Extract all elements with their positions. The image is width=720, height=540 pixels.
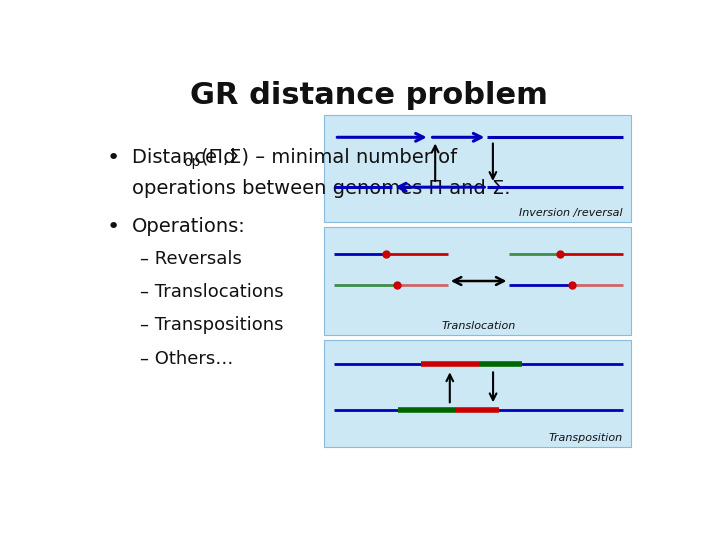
Bar: [324, 340, 631, 447]
Text: (Π,Σ) – minimal number of: (Π,Σ) – minimal number of: [201, 148, 457, 167]
Text: Transposition: Transposition: [549, 433, 623, 443]
Text: op: op: [183, 156, 201, 170]
Text: Operations:: Operations:: [132, 217, 246, 235]
Bar: [324, 227, 631, 335]
Text: – Transpositions: – Transpositions: [140, 316, 284, 334]
Text: •: •: [107, 148, 120, 168]
Text: Translocation: Translocation: [441, 321, 516, 332]
Text: – Others…: – Others…: [140, 349, 233, 368]
Text: Distance d: Distance d: [132, 148, 235, 167]
Text: •: •: [107, 217, 120, 237]
Text: – Translocations: – Translocations: [140, 283, 284, 301]
Text: operations between genomes Π and Σ.: operations between genomes Π and Σ.: [132, 179, 510, 198]
Text: Inversion /reversal: Inversion /reversal: [519, 208, 623, 218]
Bar: [324, 114, 631, 222]
Text: – Reversals: – Reversals: [140, 250, 242, 268]
Text: GR distance problem: GR distance problem: [190, 82, 548, 111]
